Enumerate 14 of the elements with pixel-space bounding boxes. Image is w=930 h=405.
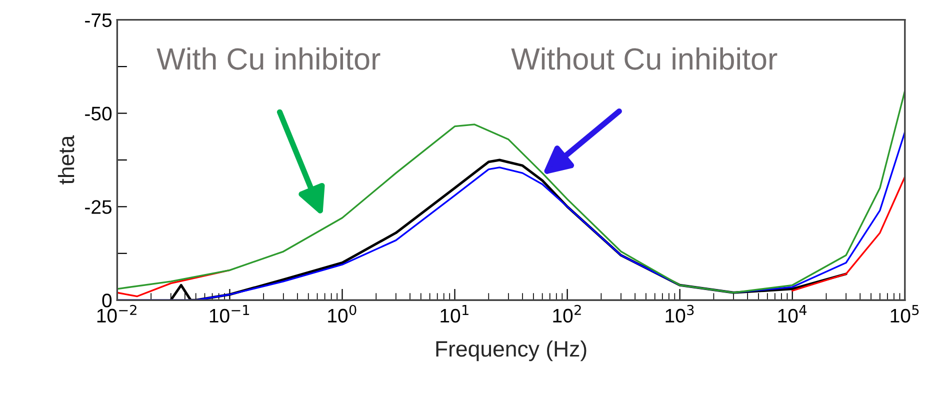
y-tick-label: -75 xyxy=(85,14,112,28)
x-tick-label: 10$^{3}$ xyxy=(666,304,694,323)
x-tick-label: 10$^{1}$ xyxy=(440,305,468,323)
x-tick-label: 10$^{−1}$ xyxy=(210,305,250,323)
annotation: Without Cu inhibitor xyxy=(511,47,778,70)
x-tick-label: 10$^{0}$ xyxy=(328,304,356,323)
x-tick-label: 10$^{5}$ xyxy=(890,305,919,323)
y-tick-label: -25 xyxy=(85,200,112,214)
annotation: With Cu inhibitor xyxy=(156,47,380,70)
x-tick-label: 10$^{4}$ xyxy=(778,305,807,323)
x-axis-title: Frequency (Hz) xyxy=(436,340,586,362)
y-tick-label: -50 xyxy=(85,106,112,120)
x-tick-label: 10$^{2}$ xyxy=(553,304,581,323)
y-axis-title: theta xyxy=(58,135,74,184)
